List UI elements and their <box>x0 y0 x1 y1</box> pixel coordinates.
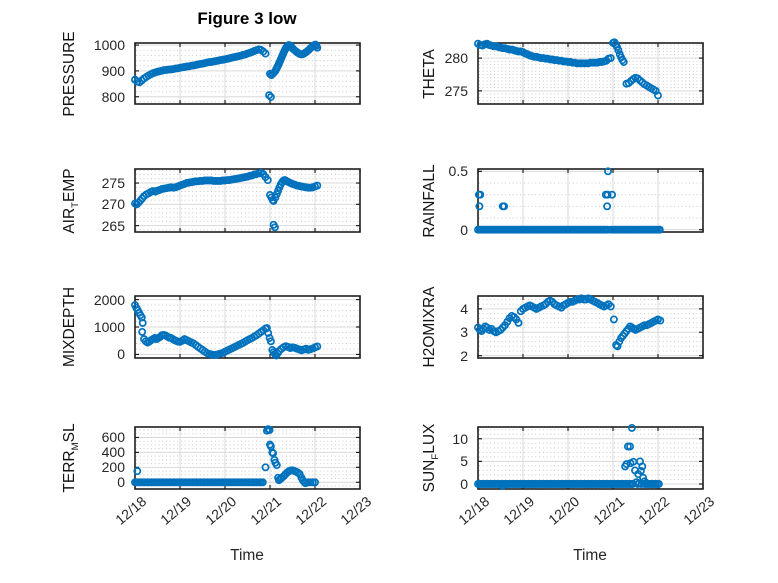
y-tick-label: 800 <box>101 88 125 105</box>
y-tick-label: 0 <box>460 221 468 238</box>
x-axis-title-left: Time <box>230 547 264 564</box>
x-axis-title-right: Time <box>573 547 607 564</box>
figure-title: Figure 3 low <box>197 9 297 28</box>
y-tick-label: 400 <box>101 444 125 461</box>
y-tick-label: 2000 <box>93 291 125 308</box>
y-tick-label: 5 <box>460 453 468 470</box>
y-tick-label: 4 <box>460 300 468 317</box>
subplot-mixdepth <box>131 295 361 360</box>
subplot-pressure <box>131 40 361 105</box>
y-tick-label: 0 <box>117 474 125 491</box>
y-tick-label: 2 <box>460 347 468 364</box>
y-tick-label: 265 <box>101 217 125 234</box>
subplot-air-temp <box>131 168 361 233</box>
subplot-rainfall <box>474 167 704 234</box>
subplot-sun-flux <box>474 423 704 490</box>
y-tick-label: 275 <box>444 82 468 99</box>
y-tick-label: 10 <box>452 430 468 447</box>
y-tick-label: 0 <box>460 476 468 493</box>
y-tick-label: 1000 <box>93 319 125 335</box>
y-tick-label: 275 <box>101 175 125 192</box>
y-tick-label: 3 <box>460 324 468 341</box>
y-tick-label: 200 <box>101 459 125 476</box>
y-tick-label: 0 <box>117 346 125 363</box>
subplot-terr-msl <box>131 425 361 490</box>
y-tick-label: 0.5 <box>448 163 468 180</box>
y-tick-label: 1000 <box>93 37 125 54</box>
y-tick-label: 280 <box>444 50 468 67</box>
subplot-theta <box>474 38 704 105</box>
y-tick-label: 600 <box>101 429 125 446</box>
y-axis-label-sun-flux: SUNFLUX <box>421 423 442 493</box>
y-tick-label: 900 <box>101 62 125 79</box>
y-tick-label: 270 <box>101 196 125 213</box>
subplot-h2omixra <box>474 294 704 359</box>
y-axis-label-terr-msl: TERRMSL <box>61 423 82 493</box>
